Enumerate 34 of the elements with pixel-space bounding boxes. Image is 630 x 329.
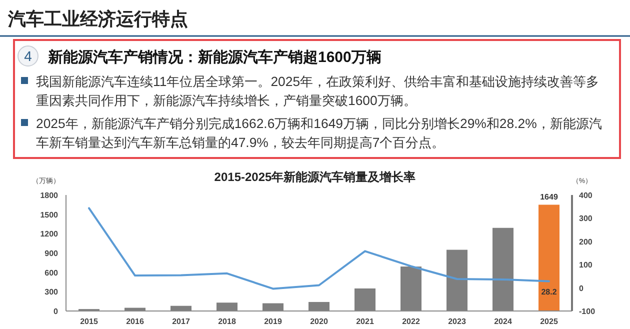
y-tick-label: 1800 xyxy=(40,191,59,200)
y2-tick-label: 100 xyxy=(579,260,593,270)
line-series xyxy=(88,207,550,290)
y-tick-label: 1200 xyxy=(40,230,59,239)
x-tick-label: 2022 xyxy=(402,317,420,326)
bar xyxy=(538,204,560,311)
y-tick-label: 300 xyxy=(44,288,59,297)
x-tick-label: 2019 xyxy=(264,317,282,326)
y2-tick-label: 0 xyxy=(579,284,584,293)
text: 新能源汽车产销情况：新能源汽车产销超1600万辆 xyxy=(47,48,382,66)
text: 汽车工业经济运行特点 xyxy=(7,9,188,29)
chart-title: 2015-2025年新能源汽车销量及增长率 xyxy=(214,170,416,184)
data-label: 28.2 xyxy=(541,287,558,296)
x-tick-label: 2025 xyxy=(540,317,558,326)
text: 4 xyxy=(24,48,32,64)
text: 2025年，新能源汽车产销分别完成1662.6万辆和1649万辆，同比分别增长29%和28.2%，新能源汽车新车销量达到汽车新车总销量的47.9%，较去年同期提高7个百分点。 xyxy=(36,116,602,150)
y2-tick-label: 200 xyxy=(579,237,593,246)
x-tick-label: 2016 xyxy=(126,317,144,326)
data-label: 1649 xyxy=(540,192,558,202)
y2-tick-label: -100 xyxy=(579,307,596,316)
x-tick-label: 2021 xyxy=(356,317,374,326)
y2-tick-label: 300 xyxy=(579,214,593,224)
y2-tick-label: 400 xyxy=(579,191,593,200)
x-tick-label: 2024 xyxy=(494,317,512,326)
y-tick-label: 600 xyxy=(44,268,59,278)
x-tick-label: 2017 xyxy=(172,317,190,326)
x-tick-label: 2020 xyxy=(310,317,328,326)
x-tick-label: 2023 xyxy=(448,317,466,326)
text: 我国新能源汽车连续11年位居全球第一。2025年，在政策利好、供给丰富和基础设施持续改善等多重因素共同作用下，新能源汽车持续增长，产销量突破1600万辆。 xyxy=(36,74,600,108)
x-tick-label: 2015 xyxy=(80,317,98,326)
y-tick-label: 900 xyxy=(44,249,59,258)
x-tick-label: 2018 xyxy=(218,317,236,326)
y-tick-label: 1500 xyxy=(40,210,59,220)
y-tick-label: 0 xyxy=(54,307,59,316)
